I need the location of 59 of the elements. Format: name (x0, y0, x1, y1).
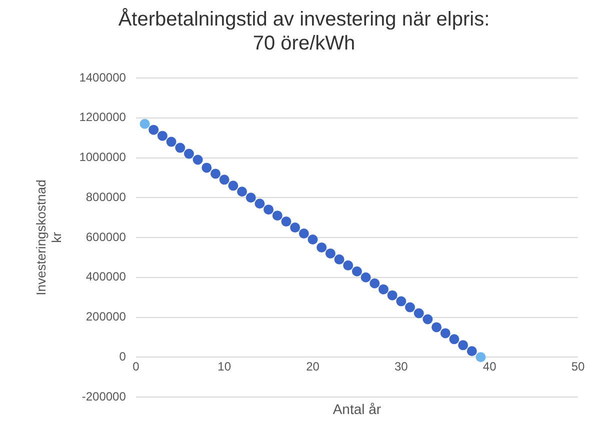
point (264, 204, 274, 215)
point (166, 136, 176, 147)
text: Återbetalningstid av investering när elpris: (118, 8, 490, 31)
point (343, 260, 354, 270)
point (290, 222, 300, 233)
y-tick-label: 400000 (86, 270, 126, 284)
point (298, 228, 309, 239)
point (281, 216, 292, 227)
point (184, 148, 194, 159)
point (414, 308, 424, 318)
point (316, 242, 327, 252)
x-tick-label: 40 (482, 360, 497, 374)
x-tick-label: 30 (394, 360, 408, 374)
point (352, 266, 362, 276)
y-tick-label: 1400000 (79, 70, 126, 84)
point (458, 340, 468, 350)
point (210, 168, 220, 179)
point (360, 272, 371, 282)
point (432, 322, 442, 332)
text: kr (48, 232, 64, 243)
x-tick-label: 20 (306, 360, 320, 374)
point (476, 352, 486, 362)
point (148, 124, 159, 135)
point (308, 234, 318, 244)
point (272, 210, 282, 221)
y-tick-label: 0 (119, 349, 126, 364)
text: 70 öre/kWh (252, 32, 356, 55)
point (405, 302, 416, 312)
point (246, 192, 256, 203)
point (157, 130, 168, 141)
y-tick-label: 800000 (86, 190, 126, 204)
y-tick-label: 1000000 (79, 150, 126, 164)
y-tick-label: 600000 (86, 230, 126, 244)
x-tick-label: 10 (218, 360, 232, 374)
point (370, 278, 380, 288)
point (192, 154, 203, 165)
x-tick-label: 0 (132, 360, 140, 374)
point (378, 284, 388, 294)
point (449, 334, 460, 344)
x-axis-title: Antal år (332, 400, 382, 417)
point (254, 198, 265, 209)
point (440, 328, 450, 338)
point (334, 254, 344, 264)
point (466, 346, 477, 356)
y-tick-label: -200000 (82, 389, 126, 404)
text: Investeringskostnad (33, 180, 48, 296)
point (387, 290, 398, 300)
point (140, 118, 150, 129)
point (422, 314, 433, 324)
y-tick-label: 1200000 (79, 110, 126, 124)
point (219, 174, 230, 185)
point (325, 248, 336, 258)
x-tick-label: 50 (571, 360, 585, 374)
point (396, 296, 406, 306)
y-tick-label: 200000 (86, 310, 126, 324)
point (175, 142, 186, 153)
point (202, 162, 212, 173)
point (228, 180, 238, 191)
point (237, 186, 248, 197)
